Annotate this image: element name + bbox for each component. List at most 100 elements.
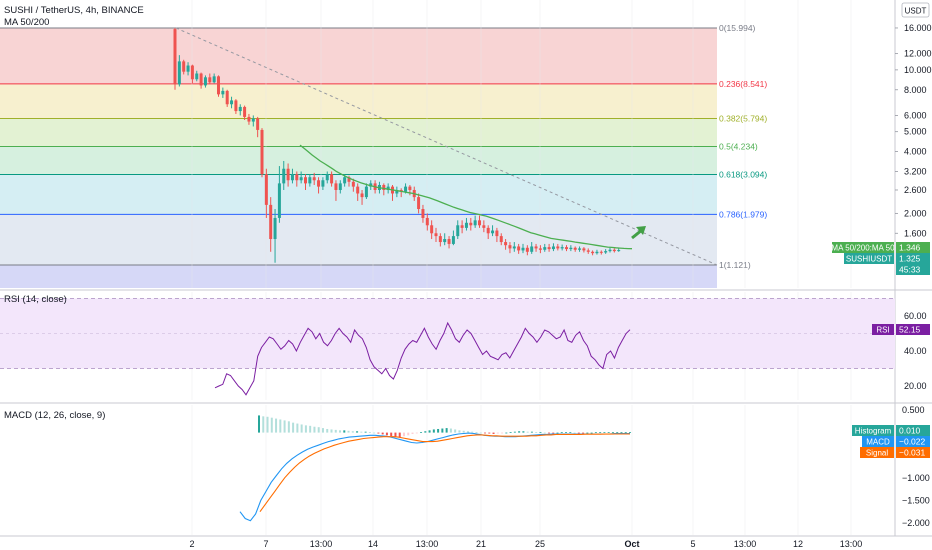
currency-box[interactable]: [901, 2, 930, 18]
histogram-bar: [522, 431, 525, 433]
rsi-badge-name: RSI: [876, 326, 889, 335]
rsi-badge-value-bg: [896, 324, 930, 335]
chart-title: SUSHI / TetherUS, 4h, BINANCE: [4, 5, 144, 16]
histogram-bar: [526, 431, 529, 433]
candle-body: [243, 106, 247, 117]
histogram-bar: [347, 430, 350, 433]
histogram-bar: [501, 432, 504, 434]
histogram-bar: [586, 432, 589, 434]
histogram-bar: [364, 431, 367, 433]
time-tick-label: 7: [263, 539, 268, 549]
histogram-bar: [385, 432, 388, 436]
candle-body: [469, 222, 473, 226]
histogram-badge-name-bg: [852, 425, 894, 436]
symbol-badge-name-bg: [844, 253, 894, 264]
histogram-bar: [488, 432, 491, 434]
histogram-bar: [356, 431, 359, 433]
histogram-bar: [415, 432, 418, 434]
candle-body: [560, 247, 564, 249]
histogram-bar: [496, 432, 499, 434]
histogram-bar: [360, 431, 363, 433]
candle-body: [578, 248, 582, 250]
candle-body: [277, 183, 281, 218]
candle-body: [217, 76, 220, 95]
histogram-bar: [624, 432, 627, 433]
histogram-bar: [454, 429, 457, 433]
fib-label: 0.618(3.094): [719, 169, 767, 179]
fib-label: 0.5(4.234): [719, 142, 758, 152]
histogram-bar: [599, 432, 602, 433]
time-tick-label: 12: [793, 539, 803, 549]
histogram-bar: [556, 432, 559, 434]
candle-body: [599, 251, 603, 253]
histogram-bar: [547, 432, 550, 434]
histogram-bar: [262, 416, 265, 433]
rsi-tick-label: 20.00: [904, 381, 927, 391]
ma-legend-label: MA 50/200: [4, 17, 49, 28]
candle-body: [256, 118, 260, 130]
fib-bands: 0(15.994) 0.236(8.541) 0.382(5.794) 0.5(4.2…: [0, 23, 767, 288]
candle-body: [347, 177, 351, 182]
histogram-bar: [484, 432, 487, 434]
countdown-badge-value-bg: [896, 264, 930, 275]
ma-layer: [299, 144, 646, 250]
histogram-bar: [607, 432, 610, 433]
histogram-bar: [475, 432, 478, 433]
candle-body: [382, 184, 386, 190]
histogram-bar: [377, 432, 380, 434]
histogram-bar: [270, 417, 273, 433]
candle-body: [447, 239, 451, 244]
signal-badge-value: −0.031: [899, 448, 926, 458]
histogram-bar: [569, 432, 572, 433]
candle-body: [482, 225, 486, 228]
price-tick-label: 12.000: [904, 49, 932, 59]
histogram-bar: [321, 428, 324, 433]
histogram-badge-value: 0.010: [899, 426, 921, 436]
histogram-bar: [330, 429, 333, 433]
price-tick-label: 6.000: [904, 110, 927, 120]
candle-body: [565, 247, 568, 250]
macd-badge-name: MACD: [866, 438, 890, 447]
candle-body: [569, 247, 573, 250]
candle-body: [360, 193, 364, 198]
candle-body: [312, 177, 316, 181]
candle-body: [456, 225, 460, 237]
histogram-bar: [424, 431, 427, 433]
histogram-bar: [266, 416, 269, 433]
histogram-bar: [258, 415, 260, 433]
signal-line: [259, 433, 630, 513]
candle-body: [221, 90, 225, 95]
rsi-badge-name-bg: [872, 324, 894, 335]
rsi-tick-label: 40.00: [904, 346, 927, 356]
histogram-badge-value-bg: [896, 425, 930, 436]
candle-body: [460, 225, 464, 228]
fib-band: [0, 214, 717, 265]
candle-body: [508, 245, 512, 249]
candle-body: [247, 116, 251, 122]
time-tick-label: 21: [476, 539, 486, 549]
rsi-badge-value: 52.15: [899, 325, 921, 335]
histogram-bar: [309, 425, 312, 433]
candle-body: [234, 100, 238, 112]
candle-body: [182, 61, 186, 72]
histogram-bar: [407, 432, 410, 436]
histogram-bar: [398, 432, 401, 438]
candle-body: [186, 65, 190, 72]
histogram-bar: [445, 428, 448, 433]
candles[interactable]: [173, 27, 621, 263]
candle-body: [225, 90, 229, 105]
time-tick-label: 13:00: [416, 539, 439, 549]
candle-body: [177, 61, 181, 85]
symbol-badge-name: SUSHIUSDT: [846, 255, 892, 264]
candle-body: [299, 177, 303, 181]
candle-body: [195, 73, 199, 80]
histogram-bar: [535, 432, 538, 433]
candle-body: [582, 248, 586, 251]
candle-body: [499, 236, 503, 243]
time-tick-label: 5: [690, 539, 695, 549]
macd-badge-value: −0.022: [899, 437, 926, 447]
candle-body: [556, 246, 560, 249]
candle-body: [273, 217, 277, 240]
